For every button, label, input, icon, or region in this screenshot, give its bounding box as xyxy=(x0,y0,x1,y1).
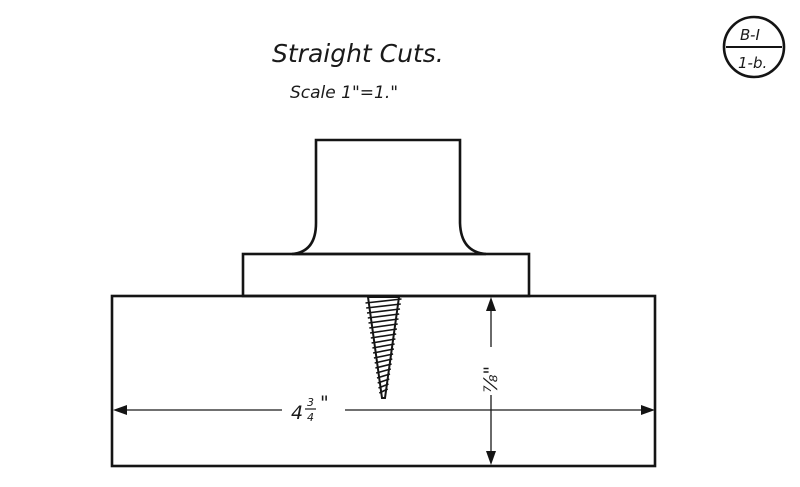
screw-thread xyxy=(372,348,395,354)
screw-thread xyxy=(365,298,402,304)
width-dimension-inch-mark: " xyxy=(320,392,329,414)
screw-threads xyxy=(365,298,402,394)
screw-thread xyxy=(371,338,396,344)
plate-badge-bottom: 1-b. xyxy=(738,54,767,72)
width-arrow-right xyxy=(641,405,655,415)
screw-thread xyxy=(368,318,399,324)
screw-thread xyxy=(378,388,389,394)
screw-thread xyxy=(375,368,392,374)
screw-thread xyxy=(366,303,401,309)
width-arrow-left xyxy=(113,405,127,415)
width-dimension: 4 3 4 " xyxy=(113,392,655,424)
width-dimension-whole: 4 xyxy=(291,402,303,424)
drawing-title: Straight Cuts. xyxy=(272,39,444,68)
width-dimension-denominator: 4 xyxy=(307,411,314,424)
screw-thread xyxy=(369,323,398,329)
upright-post xyxy=(291,138,487,256)
thickness-dimension: ⅞" xyxy=(480,297,502,465)
middle-block xyxy=(241,252,531,298)
wood-screw xyxy=(365,296,402,399)
screw-thread xyxy=(367,313,400,319)
plate-badge-circle xyxy=(722,15,786,79)
scale-note: Scale 1"=1." xyxy=(290,83,398,103)
screw-thread xyxy=(373,353,394,359)
plate-badge-top: B-I xyxy=(740,26,760,44)
plate-badge: B-I 1-b. xyxy=(722,15,786,79)
screw-thread xyxy=(370,333,397,339)
thickness-arrow-bottom xyxy=(486,451,496,465)
screw-thread xyxy=(374,358,393,364)
thickness-dimension-label: ⅞" xyxy=(480,366,502,393)
thickness-arrow-top xyxy=(486,297,496,311)
width-dimension-numerator: 3 xyxy=(307,396,314,409)
screw-thread xyxy=(372,343,395,349)
screw-thread xyxy=(369,328,398,334)
screw-thread xyxy=(366,308,401,314)
screw-thread xyxy=(378,383,389,389)
screw-thread xyxy=(377,378,390,384)
screw-thread xyxy=(376,373,391,379)
screw-thread xyxy=(375,363,392,369)
